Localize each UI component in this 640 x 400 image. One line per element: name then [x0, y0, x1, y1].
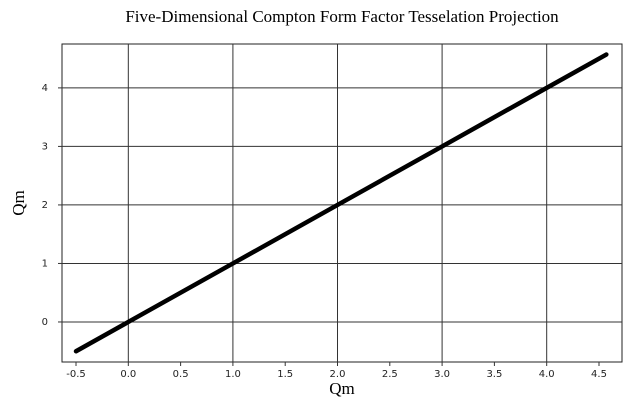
- x-tick-label: 2.5: [382, 369, 398, 380]
- x-tick-label: 3.5: [486, 369, 502, 380]
- x-tick-label: 1.5: [277, 369, 293, 380]
- plot-frame: [61, 43, 623, 363]
- x-tick-label: -0.5: [66, 369, 86, 380]
- x-tick-label: 4.5: [591, 369, 607, 380]
- y-tick-label: 3: [42, 141, 48, 152]
- chart-title: Five-Dimensional Compton Form Factor Tes…: [125, 7, 559, 26]
- x-axis-label: Qm: [329, 379, 355, 398]
- data-line: [73, 52, 609, 354]
- y-tick-label: 1: [42, 258, 48, 269]
- y-tick-label: 2: [42, 200, 48, 211]
- x-tick-label: 4.0: [539, 369, 555, 380]
- y-tick-label: 0: [42, 317, 48, 328]
- x-tick-label: 0.5: [173, 369, 189, 380]
- x-tick-label: 1.0: [225, 369, 241, 380]
- y-tick-label: 4: [42, 83, 48, 94]
- x-tick-label: 3.0: [434, 369, 450, 380]
- y-axis-label: Qm: [9, 190, 28, 216]
- x-tick-label: 0.0: [120, 369, 136, 380]
- x-tick-label: 2.0: [330, 369, 346, 380]
